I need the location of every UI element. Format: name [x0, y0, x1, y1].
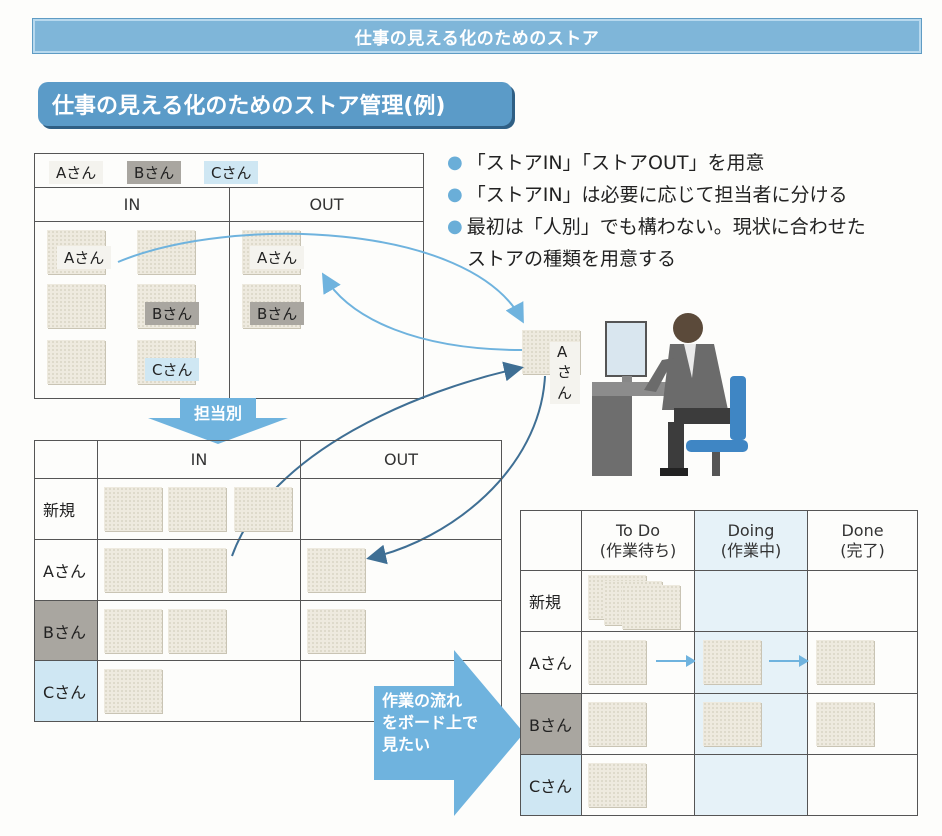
bullet-list: ● 「ストアIN」「ストアOUT」を用意 ● 「ストアIN」は必要に応じて担当者…	[447, 147, 927, 275]
sticky-note	[588, 701, 646, 746]
down-arrow-icon	[148, 398, 288, 444]
todo-cell-b	[581, 692, 695, 755]
done-cell-new	[807, 570, 918, 633]
person-at-desk-icon	[592, 313, 748, 476]
done-cell-a	[807, 631, 918, 694]
sticky-note	[104, 669, 162, 714]
sticky-note	[588, 640, 646, 685]
in-tag-c: Cさん	[145, 358, 200, 381]
col-doing-sub: (作業中)	[720, 540, 782, 560]
person-in-header: IN	[97, 439, 301, 480]
page-banner: 仕事の見える化のためのストア	[32, 18, 922, 54]
kanban-row-label-b: Bさん	[520, 692, 582, 755]
in-tag-b: Bさん	[145, 302, 200, 325]
arrow-right-icon	[656, 655, 696, 668]
col-header-todo: To Do (作業待ち)	[581, 509, 695, 572]
store-in-cell: Aさん Bさん Cさん	[34, 221, 230, 399]
out-tag-b: Bさん	[250, 302, 305, 325]
kanban-board: To Do (作業待ち) Doing (作業中) Done (完了) 新規	[520, 509, 918, 817]
in-cell-c	[97, 660, 301, 722]
out-tag-a: Aさん	[250, 246, 305, 269]
sticky-note	[47, 284, 105, 328]
sticky-note	[47, 340, 105, 384]
doing-cell-b	[694, 692, 808, 755]
out-cell-a	[300, 539, 502, 601]
split-arrow-label: 担当別	[193, 404, 242, 423]
sticky-note	[816, 701, 874, 746]
section-title: 仕事の見える化のためのストア管理(例)	[38, 82, 512, 126]
arrow-right-icon	[769, 655, 809, 668]
flow-label-line: 見たい	[382, 735, 431, 754]
legend-c: Cさん	[204, 161, 259, 184]
doing-cell-a	[694, 631, 809, 694]
sticky-note	[168, 487, 226, 532]
corner-cell	[520, 509, 582, 572]
done-cell-b	[807, 692, 918, 755]
row-label-new: 新規	[34, 478, 98, 541]
in-cell-b	[97, 599, 301, 662]
bullet-text: 「ストアIN」は必要に応じて担当者に分ける	[466, 184, 848, 206]
sticky-note	[168, 548, 226, 593]
bullet-text: 最初は「人別」でも構わない。現状に合わせた	[466, 216, 866, 238]
col-done-label: Done	[841, 520, 884, 540]
kanban-row-label-c: Cさん	[520, 753, 582, 817]
kanban-row-label-new: 新規	[520, 570, 582, 633]
right-arrow-icon	[374, 650, 524, 816]
sticky-note	[168, 608, 226, 653]
section-title-text: 仕事の見える化のためのストア管理(例)	[52, 94, 446, 119]
doing-cell-new	[694, 570, 808, 633]
store-board: Aさん Bさん Cさん IN OUT Aさん Bさん Cさん	[34, 153, 424, 399]
row-label-a: Aさん	[34, 539, 98, 601]
sticky-note	[703, 701, 761, 746]
row-label-b: Bさん	[34, 599, 98, 662]
bullet-item: ● 「ストアIN」「ストアOUT」を用意	[447, 147, 927, 179]
flow-label: 作業の流れ をボード上で 見たい	[382, 690, 512, 756]
col-done-sub: (完了)	[840, 540, 885, 560]
flow-label-line: 作業の流れ	[382, 691, 463, 710]
bullet-item: ● 最初は「人別」でも構わない。現状に合わせた	[447, 211, 927, 243]
sticky-note	[588, 762, 646, 807]
banner-title: 仕事の見える化のためのストア	[354, 28, 600, 49]
col-doing-label: Doing	[727, 520, 775, 540]
worker-note: Aさん	[522, 330, 580, 404]
person-out-header: OUT	[300, 439, 502, 480]
in-cell-new	[97, 478, 301, 541]
sticky-note	[703, 640, 761, 685]
bullet-dot-icon: ●	[447, 152, 463, 173]
bullet-dot-icon: ●	[447, 216, 463, 237]
todo-cell-a	[581, 631, 696, 694]
bullet-dot-icon: ●	[447, 184, 463, 205]
col-todo-label: To Do	[615, 520, 661, 540]
sticky-note	[104, 487, 162, 532]
col-header-doing: Doing (作業中)	[694, 509, 808, 572]
col-todo-sub: (作業待ち)	[599, 540, 677, 560]
sticky-note	[816, 640, 874, 685]
todo-cell-new	[581, 570, 695, 633]
sticky-note	[307, 608, 365, 653]
bullet-text: 「ストアIN」「ストアOUT」を用意	[466, 152, 765, 174]
sticky-note	[234, 487, 292, 532]
out-cell-new	[300, 478, 502, 541]
sticky-note	[104, 608, 162, 653]
store-out-cell: Aさん Bさん	[229, 221, 424, 399]
doing-cell-c	[694, 753, 808, 817]
todo-cell-c	[581, 753, 695, 817]
sticky-note	[622, 585, 680, 630]
legend-b: Bさん	[127, 161, 182, 184]
kanban-row-label-a: Aさん	[520, 631, 582, 694]
flow-label-line: をボード上で	[382, 713, 479, 732]
in-tag-a: Aさん	[57, 246, 112, 269]
corner-cell	[34, 439, 98, 480]
legend-a: Aさん	[49, 161, 104, 184]
col-header-done: Done (完了)	[807, 509, 918, 572]
done-cell-c	[807, 753, 918, 817]
worker-tag: Aさん	[550, 342, 580, 404]
sticky-note	[307, 548, 365, 593]
row-label-c: Cさん	[34, 660, 98, 722]
in-cell-a	[97, 539, 301, 601]
sticky-note	[104, 548, 162, 593]
bullet-continuation: ストアの種類を用意する	[467, 248, 677, 270]
bullet-item: ● 「ストアIN」は必要に応じて担当者に分ける	[447, 179, 927, 211]
